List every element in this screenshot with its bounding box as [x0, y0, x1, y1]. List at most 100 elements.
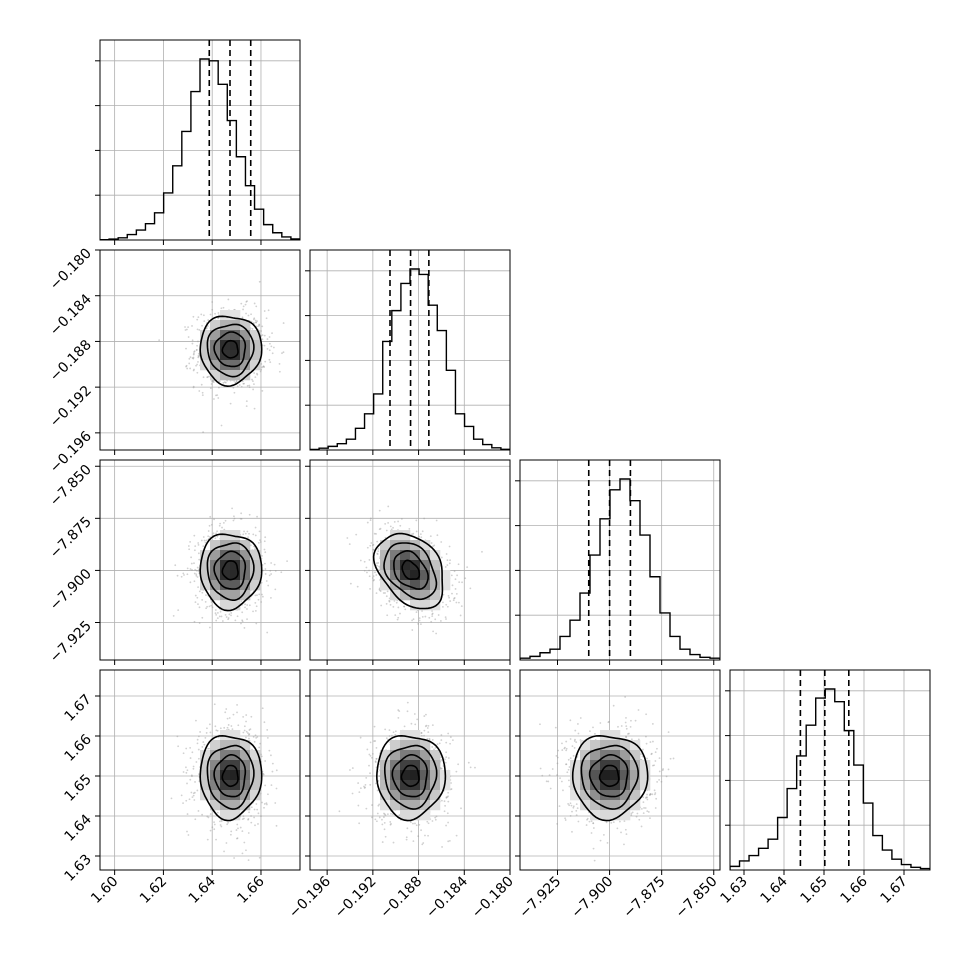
y-tick-label: 1.64 — [61, 811, 94, 844]
density-cell — [410, 570, 421, 581]
panel-frame — [519, 459, 721, 661]
density-cell — [600, 730, 611, 741]
density-cell — [390, 770, 401, 781]
y-tick-label: −7.900 — [47, 566, 95, 614]
density-cell — [230, 310, 241, 321]
density-cell — [380, 780, 391, 791]
contour-level-1 — [213, 550, 247, 590]
density-cell — [420, 810, 431, 821]
contour-level-3 — [199, 734, 263, 822]
panel-3-1: −0.196−0.192−0.188−0.184−0.180 — [286, 669, 517, 922]
density-cell — [210, 740, 221, 751]
density-cell — [630, 740, 641, 751]
density-cell — [210, 580, 221, 591]
density-cell — [200, 780, 211, 791]
density-cell — [240, 330, 251, 341]
density-cell — [600, 770, 611, 781]
contour-level-2 — [206, 323, 255, 378]
density-cell — [410, 770, 421, 781]
density-cell — [590, 790, 601, 801]
density-cell — [240, 790, 251, 801]
panel-1-1 — [305, 249, 511, 455]
x-tick-label: 1.64 — [757, 873, 790, 906]
histogram-2 — [520, 478, 720, 660]
density-cell — [430, 550, 441, 561]
density-cell — [210, 540, 221, 551]
y-tick-label: −0.180 — [47, 246, 95, 294]
density-cell — [590, 810, 601, 821]
density-cell — [240, 370, 251, 381]
density-cell — [200, 340, 211, 351]
density-cell — [590, 780, 601, 791]
density-cell — [590, 760, 601, 771]
contour-level-0 — [221, 764, 239, 788]
density-cell — [200, 770, 211, 781]
density-cell — [210, 350, 221, 361]
density-cell — [380, 790, 391, 801]
density-cell — [420, 750, 431, 761]
density-cell — [420, 550, 431, 561]
panel-frame — [519, 669, 721, 871]
contour-level-1 — [588, 754, 629, 798]
density-cell — [600, 740, 611, 751]
density-cell — [400, 760, 411, 771]
x-tick-label: −0.180 — [469, 874, 517, 922]
panel-3-2: −7.925 −7.900 −7.875 −7.850 — [515, 669, 721, 922]
density-cell — [630, 760, 641, 771]
y-tick-label: 1.67 — [61, 692, 94, 725]
density-cell — [590, 800, 601, 811]
density-cell — [410, 800, 421, 811]
density-cell — [580, 780, 591, 791]
density-cell — [230, 530, 241, 541]
panel-frame — [99, 249, 301, 451]
y-tick-label: −7.925 — [47, 618, 95, 666]
density-cell — [440, 570, 451, 581]
density-cell — [580, 750, 591, 761]
density-cell — [420, 800, 431, 811]
panel-frame — [309, 459, 511, 661]
density-cell — [630, 750, 641, 761]
density-cell — [240, 590, 251, 601]
density-cell — [620, 800, 631, 811]
density-cell — [210, 760, 221, 771]
density-cell — [200, 750, 211, 761]
x-tick-label: 1.66 — [234, 873, 267, 906]
density-cell — [240, 570, 251, 581]
density-cell — [240, 580, 251, 591]
density-cell — [250, 350, 261, 361]
density-cell — [240, 320, 251, 331]
contour-level-0 — [598, 764, 620, 788]
density-cell — [220, 590, 231, 601]
density-cell — [240, 800, 251, 811]
density-cell — [400, 740, 411, 751]
density-cell — [230, 730, 241, 741]
density-cell — [410, 600, 421, 611]
x-tick-label: 1.64 — [186, 873, 219, 906]
density-cell — [400, 750, 411, 761]
y-tick-label: 1.63 — [61, 852, 94, 885]
density-cell — [600, 800, 611, 811]
panel-3-3: 1.63 1.64 1.65 1.66 1.67 — [717, 669, 931, 907]
density-cell — [400, 550, 411, 561]
x-tick-label: 1.63 — [717, 874, 750, 907]
density-cell — [240, 350, 251, 361]
density-cell — [220, 570, 231, 581]
density-cell — [420, 560, 431, 571]
density-cell — [590, 740, 601, 751]
contour-level-2 — [206, 744, 255, 810]
panel-frame — [309, 669, 511, 871]
density-cell — [430, 770, 441, 781]
density-cell — [250, 790, 261, 801]
density-cell — [430, 800, 441, 811]
histogram-3 — [730, 688, 930, 870]
density-cell — [220, 310, 231, 321]
x-tick-label: −7.875 — [621, 874, 669, 922]
density-cell — [600, 760, 611, 771]
density-cell — [230, 350, 241, 361]
density-cell — [630, 790, 641, 801]
density-cell — [610, 730, 621, 741]
density-cell — [220, 580, 231, 591]
contour-level-3 — [375, 734, 447, 822]
density-cell — [220, 780, 231, 791]
